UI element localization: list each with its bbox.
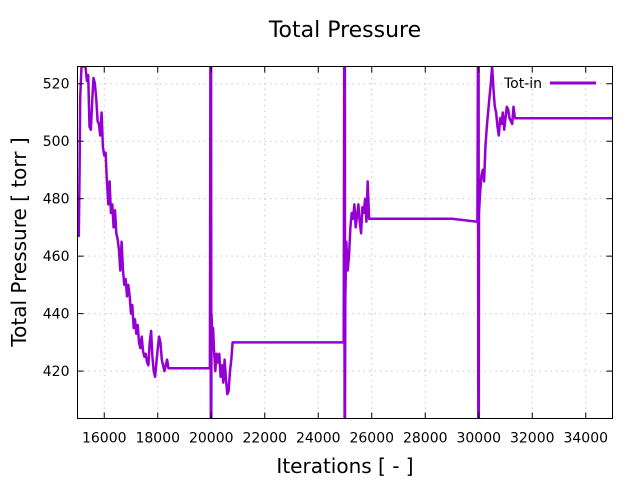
x-tick-label: 30000 [456, 431, 501, 447]
chart-title: Total Pressure [268, 18, 421, 43]
x-tick-label: 20000 [189, 431, 234, 447]
x-tick-label: 34000 [563, 431, 608, 447]
y-tick-label: 520 [43, 77, 70, 93]
tick-layer: 16000 18000 20000 22000 24000 26000 28000 30000… [43, 66, 613, 447]
y-tick-label: 480 [43, 192, 70, 208]
y-tick-label: 440 [43, 307, 70, 323]
y-tick-label: 500 [43, 134, 70, 150]
x-tick-label: 32000 [510, 431, 555, 447]
legend: Tot-in [503, 76, 596, 92]
series-layer [77, 66, 613, 419]
x-tick-label: 28000 [403, 431, 448, 447]
y-axis-label: Total Pressure [ torr ] [7, 137, 31, 347]
x-tick-label: 18000 [135, 431, 180, 447]
x-tick-label: 16000 [82, 431, 127, 447]
series-line [77, 66, 613, 419]
legend-label: Tot-in [503, 76, 542, 92]
x-tick-label: 26000 [349, 431, 394, 447]
y-tick-label: 420 [43, 364, 70, 380]
y-tick-label: 460 [43, 249, 70, 265]
x-tick-label: 24000 [296, 431, 341, 447]
x-axis-label: Iterations [ - ] [276, 454, 413, 478]
x-tick-label: 22000 [242, 431, 287, 447]
plot-frame [77, 66, 613, 419]
